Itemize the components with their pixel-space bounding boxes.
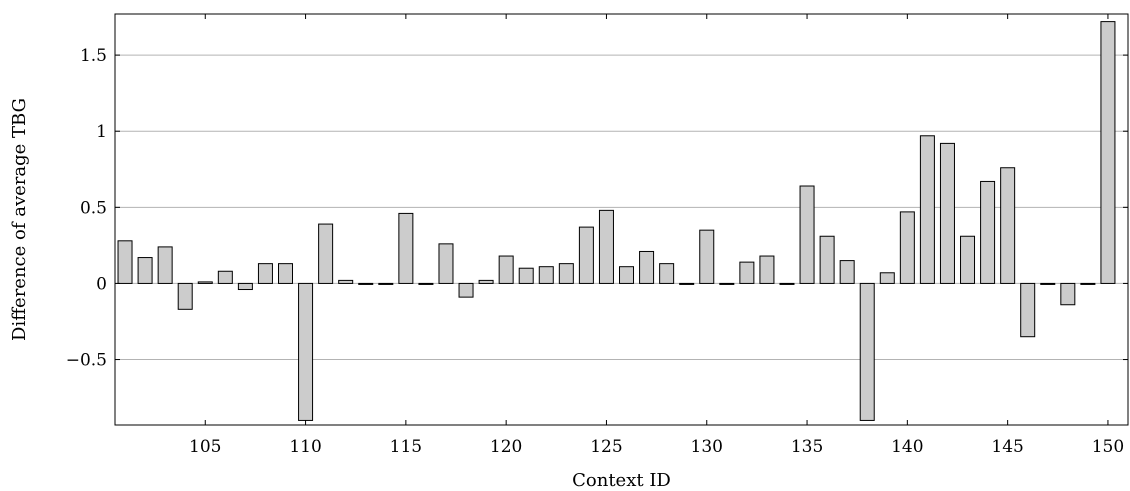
bar-124 — [578, 226, 594, 284]
bar-133 — [759, 255, 775, 284]
x-tick-label-8: 145 — [991, 437, 1023, 457]
bar-117 — [438, 243, 454, 284]
bar-119 — [478, 279, 494, 284]
bar-114 — [378, 282, 394, 285]
x-tick-label-4: 125 — [590, 437, 622, 457]
bar-149 — [1080, 282, 1096, 285]
bar-107 — [237, 282, 253, 291]
bar-116 — [418, 282, 434, 285]
bar-111 — [318, 223, 334, 284]
y-tick-label-1: 0 — [96, 274, 107, 294]
x-tick-label-9: 150 — [1092, 437, 1124, 457]
x-tick-label-2: 115 — [390, 437, 422, 457]
y-axis-label: Difference of average TBG — [9, 98, 30, 341]
bar-123 — [558, 263, 574, 284]
bar-132 — [739, 261, 755, 284]
bar-134 — [779, 282, 795, 285]
y-tick-label-3: 1 — [96, 122, 107, 142]
bar-112 — [338, 279, 354, 284]
bar-105 — [197, 281, 213, 284]
bar-138 — [859, 282, 875, 421]
bar-122 — [538, 266, 554, 284]
bar-118 — [458, 282, 474, 298]
bar-109 — [278, 263, 294, 284]
bar-144 — [980, 180, 996, 284]
x-tick-label-0: 105 — [189, 437, 221, 457]
bar-135 — [799, 185, 815, 284]
y-tick-label-4: 1.5 — [80, 46, 107, 66]
bar-130 — [699, 229, 715, 284]
bar-121 — [518, 267, 534, 284]
x-tick-label-6: 135 — [791, 437, 823, 457]
bar-129 — [679, 282, 695, 285]
bar-142 — [939, 142, 955, 284]
grid-lines — [115, 54, 1128, 361]
x-axis-label: Context ID — [572, 470, 671, 491]
bar-104 — [177, 282, 193, 310]
x-tick-label-7: 140 — [891, 437, 923, 457]
x-tick-label-1: 110 — [289, 437, 321, 457]
bar-101 — [117, 240, 133, 284]
bar-139 — [879, 272, 895, 284]
bar-120 — [498, 255, 514, 284]
bar-110 — [298, 282, 314, 421]
ticks-group: −0.5 0 0.5 1 1.5 105 110 115 120 125 130 135 140 145 1… — [66, 14, 1128, 457]
bars-group — [117, 21, 1116, 421]
bar-148 — [1060, 282, 1076, 306]
y-tick-label-0: −0.5 — [66, 351, 107, 371]
bar-131 — [719, 282, 735, 285]
bar-103 — [157, 246, 173, 284]
bar-113 — [358, 282, 374, 285]
x-tick-label-3: 120 — [490, 437, 522, 457]
y-tick-label-2: 0.5 — [80, 198, 107, 218]
bar-108 — [257, 263, 273, 284]
bar-150 — [1100, 21, 1116, 284]
bar-136 — [819, 235, 835, 284]
bar-140 — [899, 211, 915, 284]
bar-147 — [1040, 282, 1056, 285]
bar-137 — [839, 260, 855, 284]
bar-102 — [137, 257, 153, 284]
bar-128 — [659, 263, 675, 284]
bar-127 — [639, 250, 655, 284]
bar-115 — [398, 212, 414, 284]
bar-146 — [1020, 282, 1036, 338]
bar-106 — [217, 270, 233, 284]
x-tick-label-5: 130 — [691, 437, 723, 457]
bar-141 — [919, 135, 935, 284]
plot-frame — [114, 13, 1129, 426]
bar-126 — [619, 266, 635, 284]
bar-125 — [598, 209, 614, 284]
bar-143 — [960, 235, 976, 284]
bar-145 — [1000, 167, 1016, 284]
